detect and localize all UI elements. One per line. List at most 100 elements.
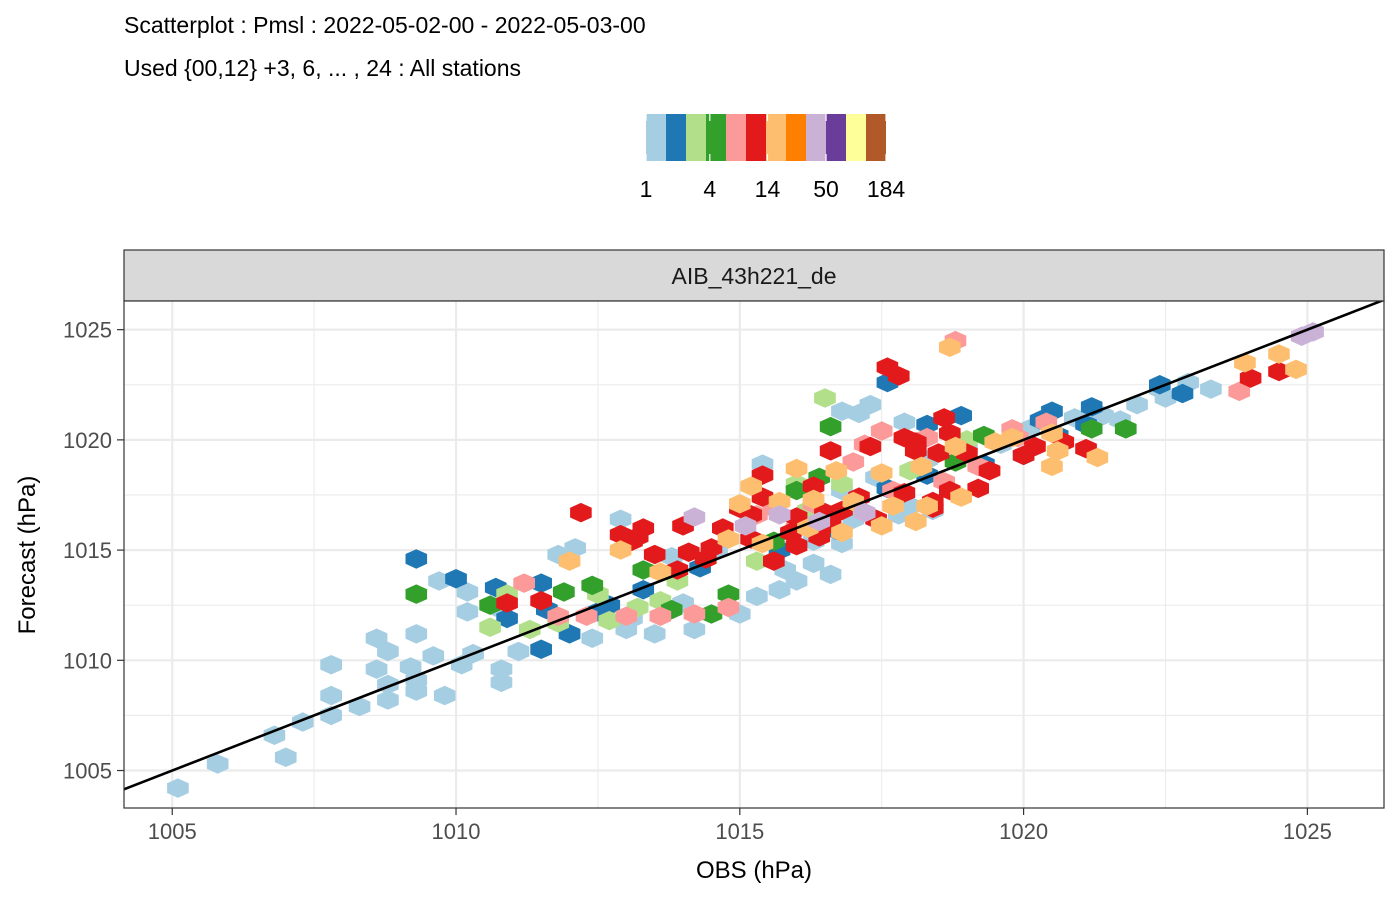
color-legend: 1 4 14 50 184 — [640, 114, 906, 202]
hexbin-cell — [1268, 361, 1290, 382]
hexbin-cell — [1228, 381, 1251, 402]
hexbin-cell — [683, 604, 706, 624]
hexbin-cell — [967, 478, 989, 499]
hexbin-cell — [496, 593, 518, 613]
hexbin-cell — [581, 575, 604, 596]
hexbin-layer — [167, 322, 1324, 798]
hexbin-cell — [950, 405, 972, 426]
y-tick-label: 1025 — [63, 318, 112, 343]
hexbin-cell — [615, 606, 638, 626]
hexbin-cell — [456, 602, 479, 622]
hexbin-cell — [814, 388, 836, 408]
hexbin-cell — [904, 511, 927, 532]
hexbin-cell — [939, 337, 961, 357]
hexbin-cell — [831, 401, 853, 421]
hexbin-cell — [746, 586, 768, 607]
hexbin-cell — [1200, 379, 1222, 399]
hexbin-cell — [479, 617, 501, 637]
hexbin-cell — [740, 476, 762, 496]
hexbin-cell — [1268, 344, 1290, 364]
x-tick-label: 1005 — [148, 819, 197, 844]
hexbin-cell — [700, 604, 723, 624]
hexbin-cell — [893, 412, 916, 432]
y-axis: 1005 1010 1015 1020 1025 — [63, 318, 124, 784]
grid-lines — [124, 301, 1384, 808]
hexbin-cell — [1126, 394, 1148, 415]
legend-tick-label: 14 — [755, 176, 781, 202]
hexbin-cell — [649, 562, 672, 582]
hexbin-cell — [887, 366, 910, 386]
hexbin-cell — [643, 624, 666, 644]
hexbin-cell — [859, 394, 882, 415]
hexbin-cell — [927, 443, 950, 463]
hexbin-cell — [729, 494, 751, 514]
hexbin-cell — [819, 416, 842, 437]
hexbin-cell — [609, 509, 632, 529]
hexbin-cell — [490, 659, 513, 679]
hexbin-cell — [910, 456, 933, 477]
legend-colorbar — [646, 114, 886, 161]
hexbin-cell — [893, 427, 916, 448]
hexbin-cell — [405, 549, 428, 569]
hexbin-cell — [870, 516, 893, 536]
reference-line — [124, 301, 1384, 791]
x-tick-label: 1010 — [432, 819, 481, 844]
chart-title: Scatterplot : Pmsl : 2022-05-02-00 - 202… — [124, 12, 646, 38]
hexbin-cell — [598, 610, 621, 631]
legend-tick-label: 4 — [703, 176, 716, 202]
hexbin-cell — [825, 461, 848, 481]
hexbin-cell — [626, 527, 649, 547]
legend-tick-label: 1 — [640, 176, 653, 202]
plot-panel-border — [123, 300, 1385, 809]
legend-tick-label: 184 — [867, 176, 906, 202]
hexbin-cell — [479, 595, 501, 615]
hexbin-cell — [666, 560, 689, 580]
hexbin-cell — [984, 432, 1006, 452]
hexbin-cell — [365, 628, 388, 648]
hexbin-cell — [1041, 423, 1063, 443]
hexbin-cell — [570, 502, 592, 523]
hexbin-cell — [819, 441, 842, 461]
x-axis: 1005 1010 1015 1020 1025 — [148, 808, 1332, 844]
hexbin-cell — [422, 646, 445, 666]
hexbin-cell — [916, 496, 938, 516]
hexbin-cell — [513, 573, 535, 593]
hexbin-cell — [456, 582, 479, 602]
hexbin-cell — [763, 551, 785, 571]
hexbin-cell — [933, 408, 955, 428]
y-tick-label: 1015 — [63, 538, 112, 563]
hexbin-cell — [547, 606, 569, 626]
hexbin-cell — [870, 421, 893, 441]
hexbin-cell — [263, 725, 286, 745]
hexbin-cell — [768, 505, 791, 525]
hexbin-cell — [978, 461, 1001, 481]
hexbin-cell — [496, 608, 518, 629]
hexbin-cell — [882, 496, 904, 516]
hexbin-cell — [717, 584, 740, 604]
hexbin-cell — [768, 491, 791, 512]
hexbin-cell — [785, 458, 808, 479]
hexbin-cell — [445, 569, 467, 589]
hexbin-cell — [490, 672, 513, 693]
hexbin-cell — [870, 463, 893, 483]
facet-label: AIB_43h221_de — [672, 263, 837, 289]
hexbin-cell — [609, 540, 632, 560]
hexbin-cell — [1234, 353, 1256, 373]
y-tick-label: 1020 — [63, 428, 112, 453]
hexbin-cell — [1239, 368, 1262, 388]
hexbin-cell — [558, 551, 581, 571]
x-tick-label: 1025 — [1283, 819, 1332, 844]
hexbin-cell — [377, 641, 399, 662]
hexbin-cell — [377, 690, 399, 710]
hexbin-cell — [717, 597, 740, 618]
hexbin-cell — [700, 538, 723, 558]
hexbin-cell — [206, 754, 229, 774]
hexbin-cell — [274, 747, 297, 767]
chart-subtitle: Used {00,12} +3, 6, ... , 24 : All stati… — [124, 55, 521, 81]
hexbin-cell — [1041, 456, 1063, 477]
hexbin-cell — [320, 655, 342, 675]
hexbin-cell — [365, 659, 388, 679]
hexbin-cell — [916, 414, 938, 435]
hexbin-cell — [433, 685, 456, 706]
